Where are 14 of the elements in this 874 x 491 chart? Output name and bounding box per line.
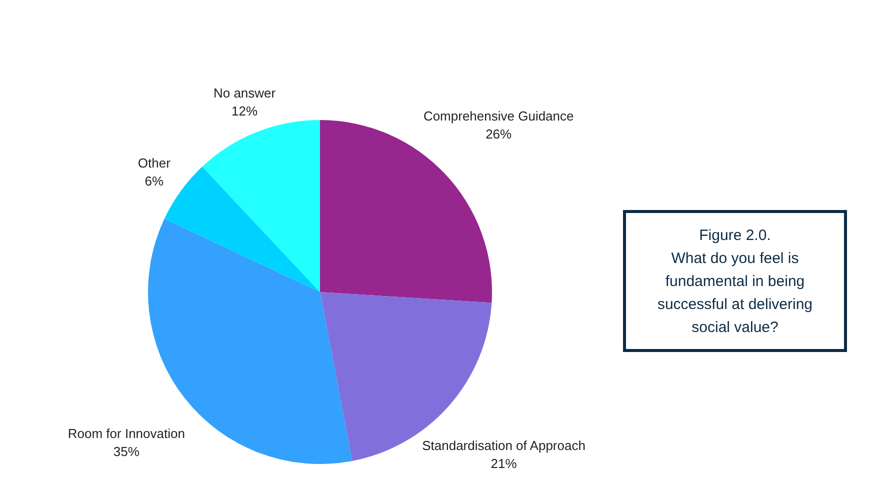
- pie-slice: [202, 120, 320, 292]
- data-label: 21%: [490, 456, 518, 472]
- slice-label: Other: [138, 156, 172, 171]
- slice-label: No answer: [213, 85, 276, 100]
- data-label: 6%: [144, 174, 164, 189]
- slice-label: Room for Innovation: [68, 426, 185, 442]
- text: Figure 2.0.: [698, 226, 772, 246]
- slice-label: Comprehensive Guidance: [423, 108, 574, 124]
- data-label: 26%: [486, 126, 512, 142]
- data-label: 12%: [232, 103, 258, 118]
- text: What do you feel is fundamental in being successful at delivering social value?: [656, 248, 814, 338]
- data-label: 35%: [113, 444, 140, 460]
- pie-slice: [164, 166, 320, 292]
- slice-label: Standardisation of Approach: [422, 438, 586, 454]
